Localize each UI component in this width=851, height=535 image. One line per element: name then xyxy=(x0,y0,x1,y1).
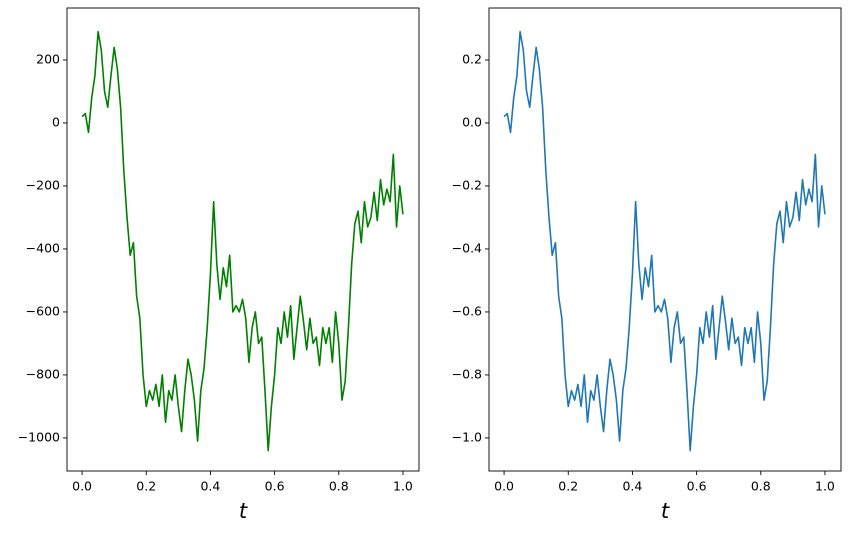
x-tick-label: 0.8 xyxy=(329,479,349,494)
x-axis-label: t xyxy=(239,499,248,523)
x-tick-label: 0.4 xyxy=(622,479,642,494)
y-tick-label: −1000 xyxy=(18,429,60,444)
y-tick-label: −0.2 xyxy=(452,177,482,192)
y-tick-label: 0 xyxy=(52,114,60,129)
x-tick-label: 1.0 xyxy=(393,479,413,494)
x-tick-label: 0.8 xyxy=(751,479,771,494)
y-tick-label: −0.4 xyxy=(452,240,482,255)
x-tick-label: 1.0 xyxy=(815,479,835,494)
axes-frame xyxy=(488,7,842,472)
x-tick-label: 0.6 xyxy=(265,479,285,494)
x-tick-label: 0.0 xyxy=(72,479,92,494)
axes-frame xyxy=(66,7,420,472)
x-axis-label: t xyxy=(661,499,670,523)
y-tick-label: −200 xyxy=(26,177,60,192)
y-tick-label: −800 xyxy=(26,366,60,381)
x-tick-label: 0.2 xyxy=(136,479,156,494)
data-line xyxy=(81,30,404,452)
y-tick-label: 0.2 xyxy=(462,51,482,66)
y-tick-label: −0.8 xyxy=(452,366,482,381)
y-tick-label: 200 xyxy=(36,51,60,66)
y-tick-label: −0.6 xyxy=(452,303,482,318)
y-tick-label: −1.0 xyxy=(452,429,482,444)
y-tick-label: −400 xyxy=(26,240,60,255)
x-tick-label: 0.0 xyxy=(494,479,514,494)
y-tick-label: 0.0 xyxy=(462,114,482,129)
data-line xyxy=(503,30,826,452)
y-tick-label: −600 xyxy=(26,303,60,318)
x-tick-label: 0.6 xyxy=(687,479,707,494)
x-tick-label: 0.2 xyxy=(558,479,578,494)
x-tick-label: 0.4 xyxy=(200,479,220,494)
